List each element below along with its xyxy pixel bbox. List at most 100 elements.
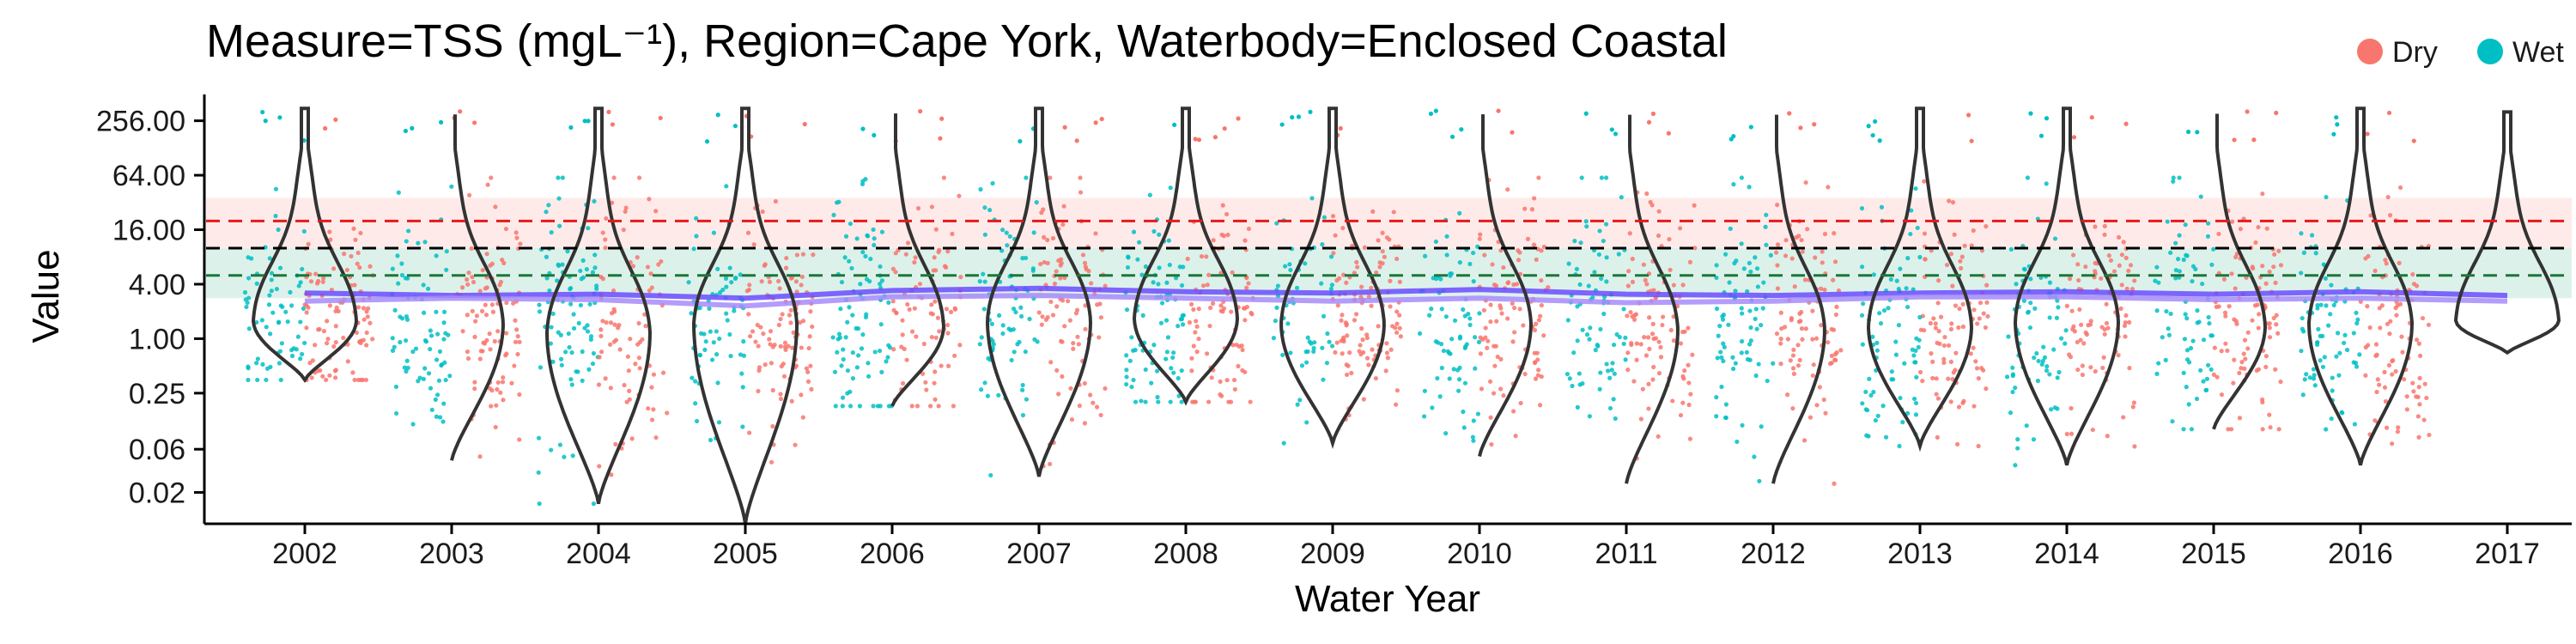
data-point <box>1534 350 1540 355</box>
data-point <box>702 331 707 337</box>
data-point <box>2315 342 2320 348</box>
data-point <box>2233 286 2238 291</box>
data-point <box>711 230 717 235</box>
data-point <box>1606 368 1611 374</box>
data-point <box>1754 326 1759 331</box>
data-point <box>2200 281 2205 287</box>
data-point <box>333 324 338 329</box>
data-point <box>1783 253 1789 258</box>
data-point <box>732 308 737 313</box>
data-point <box>344 267 349 273</box>
data-point <box>1179 399 1184 404</box>
data-point <box>756 368 762 374</box>
data-point <box>1534 321 1539 326</box>
data-point <box>1946 376 1951 381</box>
data-point <box>741 353 746 358</box>
data-point <box>1727 280 1732 285</box>
data-point <box>1143 264 1148 270</box>
data-point <box>1874 348 1880 353</box>
data-point <box>1361 397 1366 402</box>
data-point <box>604 216 609 222</box>
data-point <box>264 377 269 383</box>
data-point <box>2304 372 2309 377</box>
data-point <box>1364 332 1370 337</box>
data-point <box>390 336 395 341</box>
data-point <box>1176 375 1181 381</box>
data-point <box>1168 185 1173 191</box>
data-point <box>1934 392 1939 397</box>
data-point <box>729 280 734 285</box>
data-point <box>1467 322 1473 328</box>
data-point <box>537 302 542 307</box>
data-point <box>324 341 330 346</box>
data-point <box>1222 126 1227 131</box>
data-point <box>863 314 869 319</box>
data-point <box>1031 230 1036 235</box>
data-point <box>1456 377 1462 382</box>
data-point <box>1810 373 1815 379</box>
data-point <box>353 237 358 242</box>
data-point <box>637 366 642 371</box>
data-point <box>546 203 551 208</box>
data-point <box>544 210 549 215</box>
data-point <box>2156 361 2161 366</box>
data-point <box>2365 304 2370 309</box>
data-point <box>323 125 328 131</box>
data-point <box>1422 253 1428 258</box>
data-point <box>1630 256 1635 262</box>
data-point <box>1580 327 1585 332</box>
data-point <box>1920 379 1925 384</box>
data-point <box>268 364 273 370</box>
data-point <box>1787 111 1792 116</box>
data-point <box>2127 366 2132 371</box>
data-point <box>1159 301 1165 306</box>
data-point <box>361 337 366 343</box>
data-point <box>1435 340 1441 345</box>
data-point <box>1983 325 1988 331</box>
data-point <box>2069 405 2074 411</box>
data-point <box>1832 259 1838 264</box>
data-point <box>1643 353 1649 358</box>
data-point <box>568 377 574 382</box>
data-point <box>2013 385 2018 391</box>
data-point <box>1928 320 1933 326</box>
data-point <box>1598 326 1603 332</box>
data-point <box>1091 400 1096 405</box>
data-point <box>1369 285 1374 291</box>
data-point <box>439 362 445 368</box>
data-point <box>2223 341 2228 346</box>
data-point <box>1861 301 1866 307</box>
data-point <box>1439 307 1444 312</box>
data-point <box>1164 280 1170 285</box>
data-point <box>769 361 774 366</box>
data-point <box>1747 357 1753 362</box>
data-point <box>1565 318 1571 323</box>
data-point <box>2237 370 2242 376</box>
data-point <box>2168 311 2173 317</box>
data-point <box>2090 427 2095 433</box>
data-point <box>1369 303 1374 308</box>
data-point <box>1158 320 1164 325</box>
y-tick-label: 1.00 <box>129 323 185 355</box>
data-point <box>1498 386 1504 392</box>
data-point <box>1232 386 1237 392</box>
data-point <box>957 343 963 348</box>
data-point <box>2330 375 2335 380</box>
data-point <box>800 252 806 257</box>
data-point <box>444 249 449 254</box>
data-point <box>900 318 905 323</box>
data-point <box>1288 267 1293 273</box>
data-point <box>1206 272 1212 277</box>
data-point <box>1956 325 1961 331</box>
data-point <box>2052 405 2057 410</box>
data-point <box>1143 399 1148 404</box>
data-point <box>500 258 505 263</box>
data-point <box>1610 361 1615 366</box>
data-point <box>1344 323 1349 328</box>
data-point <box>2108 258 2114 263</box>
data-point <box>1859 313 1865 318</box>
data-point <box>2067 276 2073 282</box>
data-point <box>2215 374 2220 380</box>
data-point <box>1058 338 1064 343</box>
